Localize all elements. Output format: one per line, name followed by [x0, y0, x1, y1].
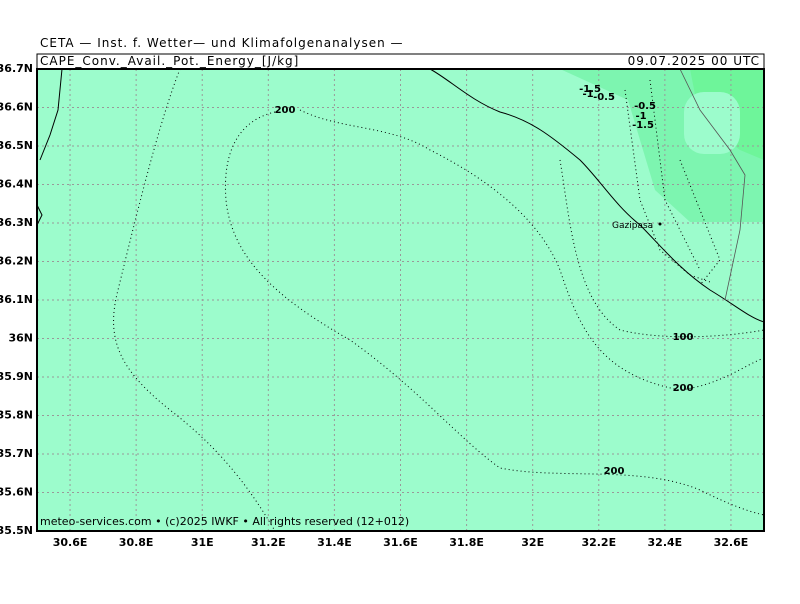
field-title: CAPE_Conv._Avail._Pot._Energy_[J/kg] [40, 54, 299, 68]
coastline [36, 68, 63, 226]
lat-tick-label: 36.4N [0, 178, 33, 191]
lat-tick-label: 36N [8, 332, 33, 345]
border-line [679, 68, 746, 301]
lon-tick-label: 31.2E [251, 536, 286, 549]
contour-line [224, 111, 765, 516]
lon-tick-label: 32.6E [714, 536, 749, 549]
lat-tick-label: 35.7N [0, 447, 33, 460]
valid-time: 09.07.2025 00 UTC [628, 54, 760, 68]
lon-tick-label: 32.2E [581, 536, 616, 549]
cape-gap [684, 92, 740, 154]
lon-tick-label: 31.6E [383, 536, 418, 549]
contour-label: 200 [604, 466, 625, 477]
contour-label: 200 [673, 383, 694, 394]
contour-label: -0.5 [593, 92, 615, 103]
lat-tick-label: 35.8N [0, 409, 33, 422]
contour-label: -1.5 [632, 120, 654, 131]
footer: meteo-services.com • (c)2025 IWKF • All … [40, 515, 409, 528]
lat-tick-label: 36.2N [0, 255, 33, 268]
place-label: Gazipasa [612, 221, 653, 231]
lon-tick-label: 31.4E [317, 536, 352, 549]
plot-area [36, 68, 765, 532]
coastline [429, 68, 765, 323]
plot-frame [36, 68, 765, 532]
place-marker [658, 222, 662, 226]
lat-tick-label: 36.7N [0, 62, 33, 75]
lon-tick-label: 31.8E [449, 536, 484, 549]
lon-tick-label: 30.6E [53, 536, 88, 549]
lon-tick-label: 30.8E [119, 536, 154, 549]
contour-line [624, 79, 721, 286]
lat-tick-label: 36.1N [0, 293, 33, 306]
lat-tick-label: 35.9N [0, 370, 33, 383]
contour-label: -1 [635, 111, 646, 122]
contour-label: -1.5 [579, 84, 601, 95]
lon-tick-label: 32.4E [648, 536, 683, 549]
contour-line [559, 159, 765, 338]
lat-tick-label: 36.3N [0, 216, 33, 229]
contour-label: -0.5 [634, 101, 656, 112]
lat-tick-label: 35.6N [0, 486, 33, 499]
lon-tick-label: 31E [191, 536, 214, 549]
lat-tick-label: 35.5N [0, 524, 33, 537]
source-title: CETA — Inst. f. Wetter— und Klimafolgena… [40, 36, 404, 50]
contour-label: 200 [275, 105, 296, 116]
contour-line [113, 68, 276, 532]
lat-tick-label: 36.6N [0, 101, 33, 114]
contour-label: 100 [673, 332, 694, 343]
lon-tick-label: 32E [521, 536, 544, 549]
contour-label: -1 [582, 89, 593, 100]
lat-tick-label: 36.5N [0, 139, 33, 152]
